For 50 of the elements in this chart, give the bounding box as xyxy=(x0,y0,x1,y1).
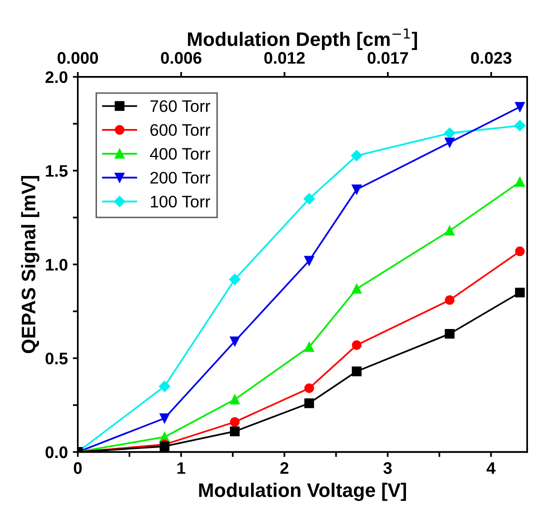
x-tick-label: 1 xyxy=(178,462,186,474)
point xyxy=(230,417,240,427)
legend-label: 600 Torr xyxy=(150,124,210,136)
x2-tick-label: 0.012 xyxy=(264,52,305,64)
point xyxy=(444,328,455,339)
point xyxy=(351,150,362,162)
point xyxy=(444,226,455,236)
x2-tick-label: 0.017 xyxy=(368,52,408,64)
point xyxy=(444,138,455,148)
y-tick-label: 1.0 xyxy=(46,258,68,271)
point xyxy=(515,288,525,298)
point xyxy=(444,295,455,305)
x-tick-label: 2 xyxy=(280,462,288,474)
x-tick-label: 0 xyxy=(74,462,82,474)
point xyxy=(304,256,314,266)
x2-axis-title: Modulation Depth [cm$^{−1}$] xyxy=(188,28,417,50)
point xyxy=(515,246,525,256)
point xyxy=(515,102,525,112)
legend-label: 400 Torr xyxy=(150,148,210,160)
x2-tick-label: 0.000 xyxy=(58,52,98,64)
x2-tick-label: 0.006 xyxy=(160,52,202,64)
point xyxy=(158,380,170,392)
point xyxy=(352,284,362,294)
y-tick-label: 0.0 xyxy=(46,446,68,458)
point xyxy=(304,398,314,408)
point xyxy=(230,336,240,346)
legend-label: 100 Torr xyxy=(150,196,210,208)
point xyxy=(230,394,240,404)
point xyxy=(352,340,362,350)
y-axis-title: QEPAS Signal [mV] xyxy=(21,176,40,354)
x-tick-label: 4 xyxy=(486,462,496,474)
point xyxy=(230,426,240,436)
x-axis-title: Modulation Voltage [V] xyxy=(199,482,406,502)
point xyxy=(352,366,362,376)
x-tick-label: 3 xyxy=(383,462,392,474)
point xyxy=(352,184,362,194)
point xyxy=(444,128,456,139)
y-tick-label: 1.5 xyxy=(46,165,68,177)
y-tick-label: 2.0 xyxy=(45,71,68,84)
legend-label: 200 Torr xyxy=(150,172,210,184)
point xyxy=(304,193,315,204)
point xyxy=(304,383,314,394)
legend-label: 760 Torr xyxy=(150,100,210,112)
point xyxy=(229,274,240,286)
point xyxy=(304,342,314,352)
point xyxy=(514,120,526,132)
point xyxy=(515,177,525,187)
y-tick-label: 0.5 xyxy=(46,352,68,364)
point xyxy=(160,413,170,424)
x2-tick-label: 0.023 xyxy=(470,52,512,64)
